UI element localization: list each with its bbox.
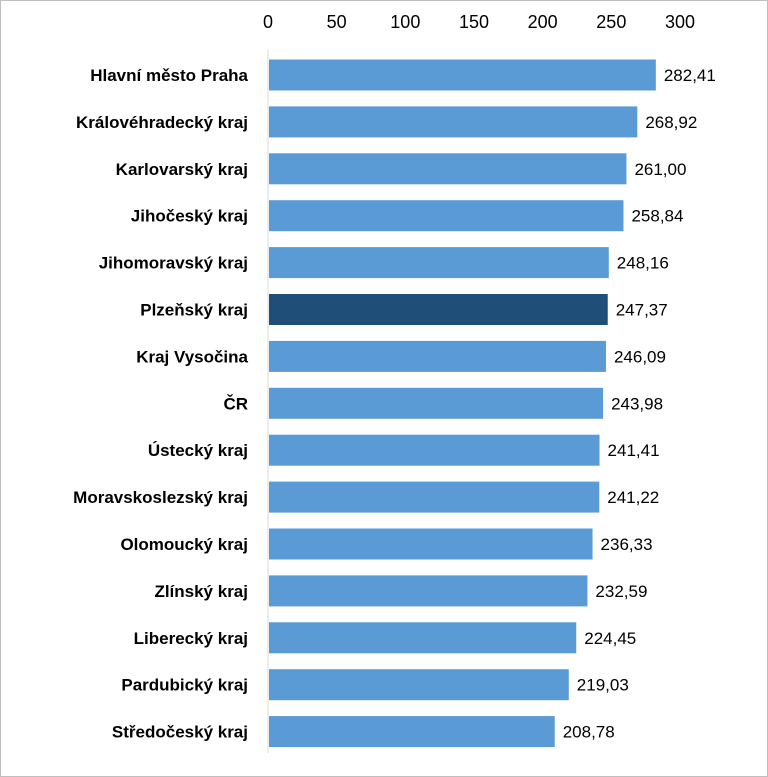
- data-label: 246,09: [614, 347, 666, 366]
- category-labels: Hlavní město Praha Královéhradecký kraj Ka…: [73, 66, 248, 742]
- category-label: Zlínský kraj: [154, 582, 248, 601]
- category-label: Kraj Vysočina: [136, 347, 248, 366]
- data-label: 282,41: [664, 66, 716, 85]
- category-label: Moravskoslezský kraj: [73, 488, 248, 507]
- x-axis-ticks: 0 50 100 150 200 250 300: [263, 12, 695, 32]
- bar: [269, 387, 604, 419]
- value-labels: 282,41 268,92 261,00 258,84 248,16 247,37 246,…: [563, 66, 716, 742]
- bar: [269, 294, 608, 325]
- category-label: Olomoucký kraj: [120, 535, 248, 554]
- category-label: Královéhradecký kraj: [76, 113, 248, 132]
- data-label: 224,45: [584, 629, 636, 648]
- category-label: Středočeský kraj: [112, 723, 248, 742]
- data-label: 241,41: [608, 441, 660, 460]
- category-label: Karlovarský kraj: [116, 160, 248, 179]
- bar: [269, 340, 606, 372]
- data-label: 236,33: [601, 535, 653, 554]
- category-label: Jihočeský kraj: [131, 207, 248, 226]
- bar: [269, 247, 609, 279]
- x-tick-label: 0: [263, 12, 273, 32]
- category-label: Hlavní město Praha: [90, 66, 248, 85]
- bar: [269, 481, 600, 513]
- category-label: Jihomoravský kraj: [99, 254, 248, 273]
- bar: [269, 528, 593, 560]
- category-label: Pardubický kraj: [121, 676, 248, 695]
- x-tick-label: 150: [459, 12, 489, 32]
- category-label: Liberecký kraj: [134, 629, 248, 648]
- category-label: ČR: [223, 394, 248, 413]
- bar: [269, 716, 555, 748]
- data-label: 219,03: [577, 676, 629, 695]
- x-tick-label: 250: [596, 12, 626, 32]
- bar: [269, 575, 588, 607]
- category-label: Plzeňský kraj: [140, 301, 248, 320]
- x-tick-label: 300: [665, 12, 695, 32]
- bar: [269, 200, 624, 232]
- data-label: 247,37: [616, 301, 668, 320]
- bar: [269, 106, 638, 138]
- data-label: 208,78: [563, 723, 615, 742]
- x-tick-label: 50: [327, 12, 347, 32]
- data-label: 268,92: [645, 113, 697, 132]
- bar: [269, 434, 600, 466]
- category-label: Ústecký kraj: [148, 441, 248, 460]
- data-label: 241,22: [607, 488, 659, 507]
- bars: [269, 59, 656, 748]
- bar: [269, 59, 656, 91]
- data-label: 248,16: [617, 254, 669, 273]
- data-label: 232,59: [595, 582, 647, 601]
- bar: [269, 153, 627, 185]
- data-label: 258,84: [631, 207, 683, 226]
- bar: [269, 669, 569, 701]
- data-label: 261,00: [634, 160, 686, 179]
- x-tick-label: 100: [390, 12, 420, 32]
- bar: [269, 622, 577, 654]
- x-tick-label: 200: [528, 12, 558, 32]
- data-label: 243,98: [611, 394, 663, 413]
